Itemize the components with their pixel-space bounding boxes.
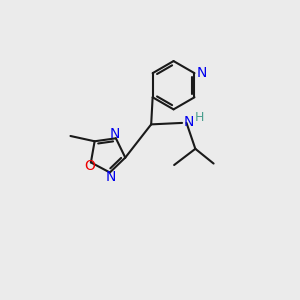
Text: H: H	[194, 111, 204, 124]
Text: N: N	[196, 66, 207, 80]
Text: O: O	[84, 159, 95, 173]
Text: N: N	[106, 169, 116, 184]
Text: N: N	[110, 128, 120, 142]
Text: N: N	[183, 115, 194, 129]
